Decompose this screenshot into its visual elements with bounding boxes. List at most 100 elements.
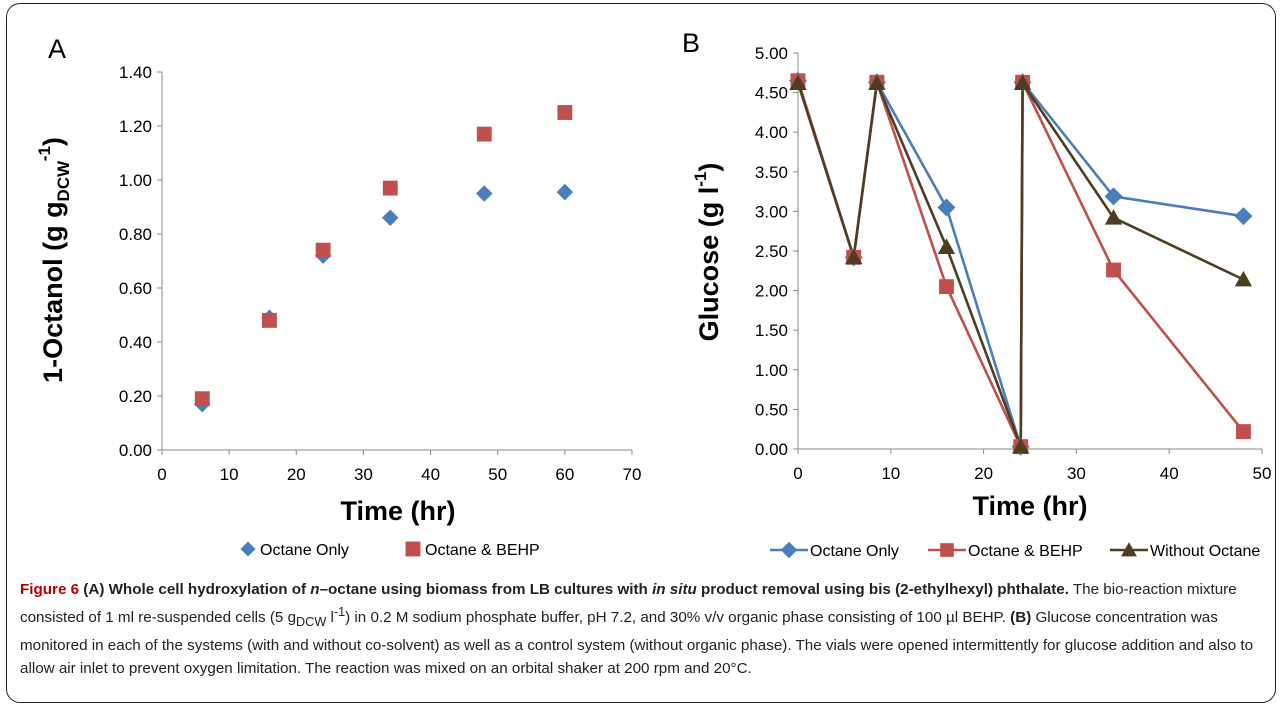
- panel-a-point-octane-behp: [557, 105, 573, 120]
- panel-b-point-without-octane: [1013, 74, 1032, 91]
- panel-b-legend-label: Without Octane: [1150, 543, 1260, 560]
- panel-b-y-tick-label: 3.50: [755, 163, 788, 182]
- panel-b-lines: [796, 78, 1245, 448]
- panel-a-legend: Octane Only Octane & BEHP: [240, 541, 540, 559]
- caption-body-d: Glucose concentration was monitored in e…: [20, 609, 1254, 678]
- panel-b-x-tick-label: 0: [793, 464, 802, 483]
- panel-b-point-without-octane: [1234, 270, 1253, 287]
- panel-b-line-without-octane: [796, 78, 1244, 448]
- panel-a-y-tick-label: 0.20: [119, 387, 152, 406]
- panel-b-point-octane-behp: [1106, 262, 1121, 278]
- panel-b-axes: 0.00 0.50 1.00 1.50 2.00 2.50 3.00 3.50 4.00 4.50…: [755, 44, 1272, 483]
- panel-a-point-octane-only: [556, 183, 574, 201]
- panel-b-legend-label: Octane Only: [810, 543, 899, 560]
- panel-a-ylabel-main: 1-Octanol (g g: [38, 201, 68, 383]
- panel-b-x-tick-label: 50: [1253, 464, 1272, 483]
- caption-lead-c: product removal using bis (2-ethylhexyl)…: [696, 581, 1069, 598]
- panel-a-ylabel-sup: -1: [35, 146, 54, 161]
- panel-a-y-tick-label: 1.40: [119, 63, 152, 82]
- caption-lead-b: –octane using biomass from LB cultures w…: [319, 581, 653, 598]
- panel-a-marks: [194, 105, 574, 413]
- panel-a-x-tick-label: 0: [157, 465, 166, 484]
- panel-a-axes: 0.00 0.20 0.40 0.60 0.80 1.00 1.20 1.40 0 10 20 30 4…: [119, 63, 642, 484]
- panel-a-ylabel-sub: DCW: [54, 160, 73, 202]
- caption-body-a: The bio-reaction mixture consisted of 1 …: [20, 581, 1237, 627]
- panel-a-y-tick-label: 0.00: [119, 441, 152, 460]
- panel-b-ylabel: Glucose (g l-1): [691, 163, 724, 342]
- panel-b-legend: Octane Only Octane & BEHP Without Octane: [770, 541, 1260, 560]
- panel-b-legend-marker: [1121, 542, 1137, 557]
- panel-a-legend-marker: [240, 541, 256, 557]
- panel-a-y-tick-label: 0.80: [119, 225, 152, 244]
- panel-b-y-tick-label: 4.00: [755, 123, 788, 142]
- panel-b-label: B: [682, 28, 700, 58]
- caption-body-sup: -1: [333, 605, 346, 619]
- panel-a-xlabel: Time (hr): [340, 496, 455, 526]
- figure-frame: [6, 3, 1276, 703]
- panel-a-x-tick-label: 10: [220, 465, 239, 484]
- panel-b-y-tick-label: 2.50: [755, 242, 788, 261]
- panel-b-point-without-octane: [1104, 209, 1123, 225]
- panel-b-xlabel: Time (hr): [972, 491, 1087, 521]
- caption-figure-label: Figure 6: [20, 581, 80, 598]
- panel-b-point-octane-only: [1234, 207, 1253, 226]
- panel-b-point-octane-behp: [1236, 424, 1251, 440]
- caption-lead-a: (A) Whole cell hydroxylation of: [79, 581, 311, 598]
- panel-a-y-tick-label: 1.00: [119, 171, 152, 190]
- panel-b-y-tick-label: 4.50: [755, 84, 788, 103]
- panel-b-ylabel-end: ): [694, 163, 724, 172]
- panel-a-x-tick-label: 70: [623, 465, 642, 484]
- panel-a-label: A: [48, 34, 66, 64]
- panel-a-x-tick-label: 50: [488, 465, 507, 484]
- panel-a-point-octane-only: [476, 185, 493, 202]
- panel-b-x-tick-label: 20: [974, 464, 993, 483]
- panel-b-y-tick-label: 0.00: [755, 440, 788, 459]
- panel-a-point-octane-behp: [261, 312, 277, 328]
- panel-a-legend-label: Octane & BEHP: [425, 542, 540, 559]
- panel-b-y-tick-label: 0.50: [755, 400, 788, 419]
- panel-a-point-octane-behp: [194, 391, 210, 407]
- panel-b: B 0.00 0.50 1.00 1.50 2.00 2.50 3.00 3.50 4.00 4.…: [682, 28, 1271, 560]
- panel-b-point-octane-only: [937, 198, 956, 217]
- caption-lead-insitu: in situ: [652, 581, 697, 598]
- panel-b-ylabel-main: Glucose (g l: [694, 187, 724, 342]
- panel-b-y-tick-label: 1.00: [755, 361, 788, 380]
- panel-a-y-tick-label: 0.40: [119, 333, 152, 352]
- figure-charts: A 0.00 0.20 0.40 0.60 0.80 1.00 1.20 1.40 0 10 20 3…: [35, 28, 1271, 560]
- caption-body-c: ) in 0.2 M sodium phosphate buffer, pH 7…: [345, 609, 1011, 627]
- panel-a: A 0.00 0.20 0.40 0.60 0.80 1.00 1.20 1.40 0 10 20 3…: [35, 34, 641, 559]
- panel-a-point-octane-behp: [382, 180, 398, 196]
- panel-a-y-tick-label: 1.20: [119, 117, 152, 136]
- panel-b-y-tick-label: 3.00: [755, 202, 788, 221]
- panel-b-legend-label: Octane & BEHP: [968, 543, 1083, 560]
- panel-b-marks: [789, 71, 1253, 456]
- panel-a-ylabel-end: ): [38, 137, 68, 146]
- panel-a-x-tick-label: 60: [555, 465, 574, 484]
- panel-b-x-tick-label: 10: [881, 464, 900, 483]
- panel-b-x-tick-label: 30: [1067, 464, 1086, 483]
- panel-b-point-without-octane: [789, 74, 807, 91]
- caption-body-b: l: [326, 609, 334, 627]
- panel-b-y-tick-label: 5.00: [755, 44, 788, 63]
- panel-a-x-tick-label: 20: [287, 465, 306, 484]
- panel-a-point-octane-behp: [476, 126, 492, 142]
- panel-b-ylabel-sup: -1: [691, 172, 710, 187]
- panel-b-legend-marker: [940, 543, 954, 557]
- panel-b-x-tick-label: 40: [1160, 464, 1179, 483]
- panel-a-x-tick-label: 30: [354, 465, 373, 484]
- panel-a-point-octane-behp: [315, 242, 331, 258]
- caption-lead-n: n: [310, 581, 320, 598]
- panel-b-point-octane-behp: [939, 279, 954, 295]
- panel-b-y-tick-label: 2.00: [755, 282, 788, 301]
- figure-caption: Figure 6 (A) Whole cell hydroxylation of…: [20, 578, 1270, 680]
- panel-b-point-without-octane: [1012, 437, 1030, 454]
- panel-b-point-octane-only: [1104, 187, 1123, 206]
- panel-a-legend-marker: [405, 541, 421, 557]
- panel-b-point-without-octane: [868, 74, 886, 91]
- panel-a-ylabel: 1-Octanol (g gDCW-1): [35, 137, 73, 383]
- caption-b-label: (B): [1010, 609, 1032, 627]
- caption-body-sub: DCW: [296, 615, 327, 630]
- panel-a-legend-label: Octane Only: [260, 542, 349, 559]
- panel-b-point-without-octane: [937, 238, 956, 254]
- panel-a-point-octane-only: [382, 209, 399, 227]
